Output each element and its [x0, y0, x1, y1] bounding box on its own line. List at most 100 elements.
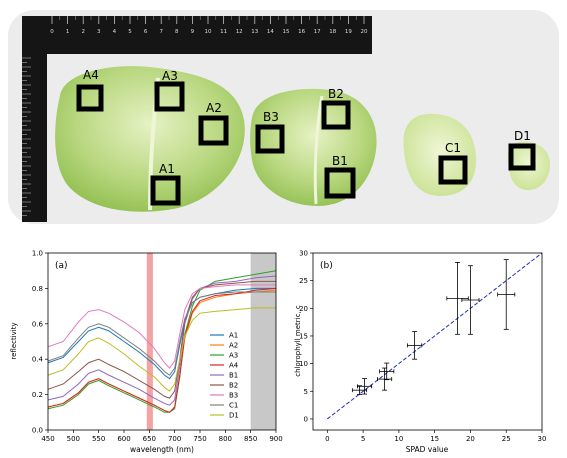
sample-square-d1: [508, 143, 536, 171]
y-tick-label: 10: [299, 360, 308, 368]
sample-square-b2: [321, 100, 351, 130]
series-line-b2: [47, 280, 276, 399]
plot-b-frame: [312, 252, 543, 431]
ruler-tick-label: 17: [314, 29, 321, 35]
y-tick-label: 0.2: [32, 391, 43, 399]
ruler-vertical-arm: [22, 16, 47, 222]
label-b1: B1: [332, 154, 348, 168]
chlorophyll-scatter-chart: 0 5 10 15 20 25 30 0 5 10 15 20 25 30 (b) SPAD value…: [294, 250, 547, 455]
ruler: 0 1 2 3 4 5 6 7 8 9 10 11 12 13 14 15 16 17 18 19 20: [22, 16, 372, 222]
reflectivity-chart: 450 500 550 600 650 700 750 800 850 900 0.0 0.2 0.4…: [10, 250, 283, 455]
legend-entry: A1: [229, 332, 238, 340]
label-d1: D1: [514, 129, 531, 143]
sample-square-b1: [324, 167, 356, 199]
legend: A1 A2 A3 A4 B1 B2 B3 C1 D1: [210, 332, 239, 420]
ruler-tick-label: 14: [267, 29, 274, 35]
x-tick-label: 20: [466, 435, 475, 443]
ruler-horizontal-arm: [22, 16, 372, 54]
panel-label-b: (b): [320, 261, 333, 271]
ruler-ticks: 0 1 2 3 4 5 6 7 8 9 10 11 12 13 14 15 16 17 18 19 20: [22, 16, 368, 216]
x-tick-label: 500: [67, 435, 80, 443]
ruler-tick-label: 19: [345, 29, 352, 35]
data-point: [461, 265, 480, 335]
y-tick-label: 25: [299, 277, 308, 285]
ruler-tick-label: 13: [251, 29, 258, 35]
legend-entry: A3: [229, 352, 238, 360]
label-c1: C1: [445, 141, 461, 155]
x-tick-label: 900: [269, 435, 282, 443]
series-line-a3: [47, 270, 277, 413]
y-tick-label: 30: [299, 250, 308, 258]
label-a4: A4: [83, 68, 99, 82]
sample-square-b3: [255, 124, 285, 154]
x-tick-label: 10: [394, 435, 403, 443]
ruler-tick-label: 0: [50, 29, 54, 35]
y-tick-label: 0.4: [32, 356, 44, 364]
y-tick-label: 0.6: [32, 320, 44, 328]
ruler-tick-label: 7: [159, 29, 163, 35]
legend-entry: B1: [229, 372, 238, 380]
label-a2: A2: [206, 101, 222, 115]
x-tick-label: 30: [538, 435, 547, 443]
y-tick-label: 0.8: [32, 285, 43, 293]
y-tick-label: 0: [304, 415, 308, 423]
ruler-tick-label: 16: [298, 29, 305, 35]
x-tick-label: 450: [41, 435, 54, 443]
series-line-b3: [47, 284, 276, 369]
series-line-a4: [47, 287, 277, 413]
data-point: [497, 259, 516, 330]
label-a3: A3: [162, 69, 178, 83]
y-tick-label: 5: [304, 388, 308, 396]
legend-entry: A2: [229, 342, 238, 350]
plot-a-frame: [47, 252, 277, 431]
ruler-tick-label: 15: [283, 29, 290, 35]
y-tick-label: 15: [299, 332, 308, 340]
label-a1: A1: [159, 162, 175, 176]
ruler-tick-label: 10: [205, 29, 212, 35]
legend-entry: B3: [229, 392, 238, 400]
y-tick-label: 1.0: [32, 250, 43, 258]
ruler-tick-label: 3: [97, 29, 101, 35]
leaf-c: [403, 113, 476, 196]
series-line-c1: [47, 291, 276, 376]
label-b3: B3: [263, 110, 279, 124]
sample-square-a1: [150, 175, 181, 206]
y-tick-label: 0.0: [32, 427, 43, 435]
x-tick-label: 800: [219, 435, 232, 443]
data-point: [356, 378, 373, 395]
leaf-b-vein: [313, 95, 324, 205]
ruler-tick-label: 11: [220, 29, 227, 35]
data-point: [351, 385, 368, 396]
y-tick-label: 20: [299, 305, 308, 313]
series-line-d1: [47, 307, 276, 392]
ruler-tick-label: 4: [113, 29, 117, 35]
legend-entry: B2: [229, 382, 238, 390]
x-tick-label: 15: [430, 435, 439, 443]
ruler-tick-label: 12: [236, 29, 243, 35]
ruler-tick-label: 6: [144, 29, 148, 35]
y-axis-label-a: reflectivity: [10, 322, 18, 359]
panel-label-a: (a): [55, 261, 68, 271]
ruler-tick-label: 8: [175, 29, 179, 35]
x-tick-label: 650: [143, 435, 156, 443]
x-tick-label: 0: [325, 435, 329, 443]
leaf-photo: 0 1 2 3 4 5 6 7 8 9 10 11 12 13 14 15 16 17 18 19 20 A4 A3 A…: [8, 10, 559, 224]
leaf-b: [250, 88, 377, 206]
sample-square-a3: [154, 81, 185, 112]
highlight-band: [250, 253, 276, 430]
x-tick-label: 750: [193, 435, 206, 443]
x-axis-label-a: wavelength (nm): [130, 445, 194, 454]
x-axis-label-b: SPAD value: [406, 445, 449, 454]
x-tick-label: 850: [244, 435, 257, 443]
series-line-a2: [47, 289, 277, 413]
ruler-tick-label: 9: [191, 29, 195, 35]
x-tick-label: 550: [92, 435, 105, 443]
sample-square-a4: [76, 84, 104, 112]
x-tick-label: 5: [361, 435, 365, 443]
x-tick-label: 600: [117, 435, 130, 443]
data-point: [446, 262, 469, 335]
ruler-tick-label: 1: [66, 29, 70, 35]
ruler-tick-label: 18: [329, 29, 336, 35]
legend-entry: C1: [229, 402, 238, 410]
legend-entry: D1: [229, 412, 239, 420]
